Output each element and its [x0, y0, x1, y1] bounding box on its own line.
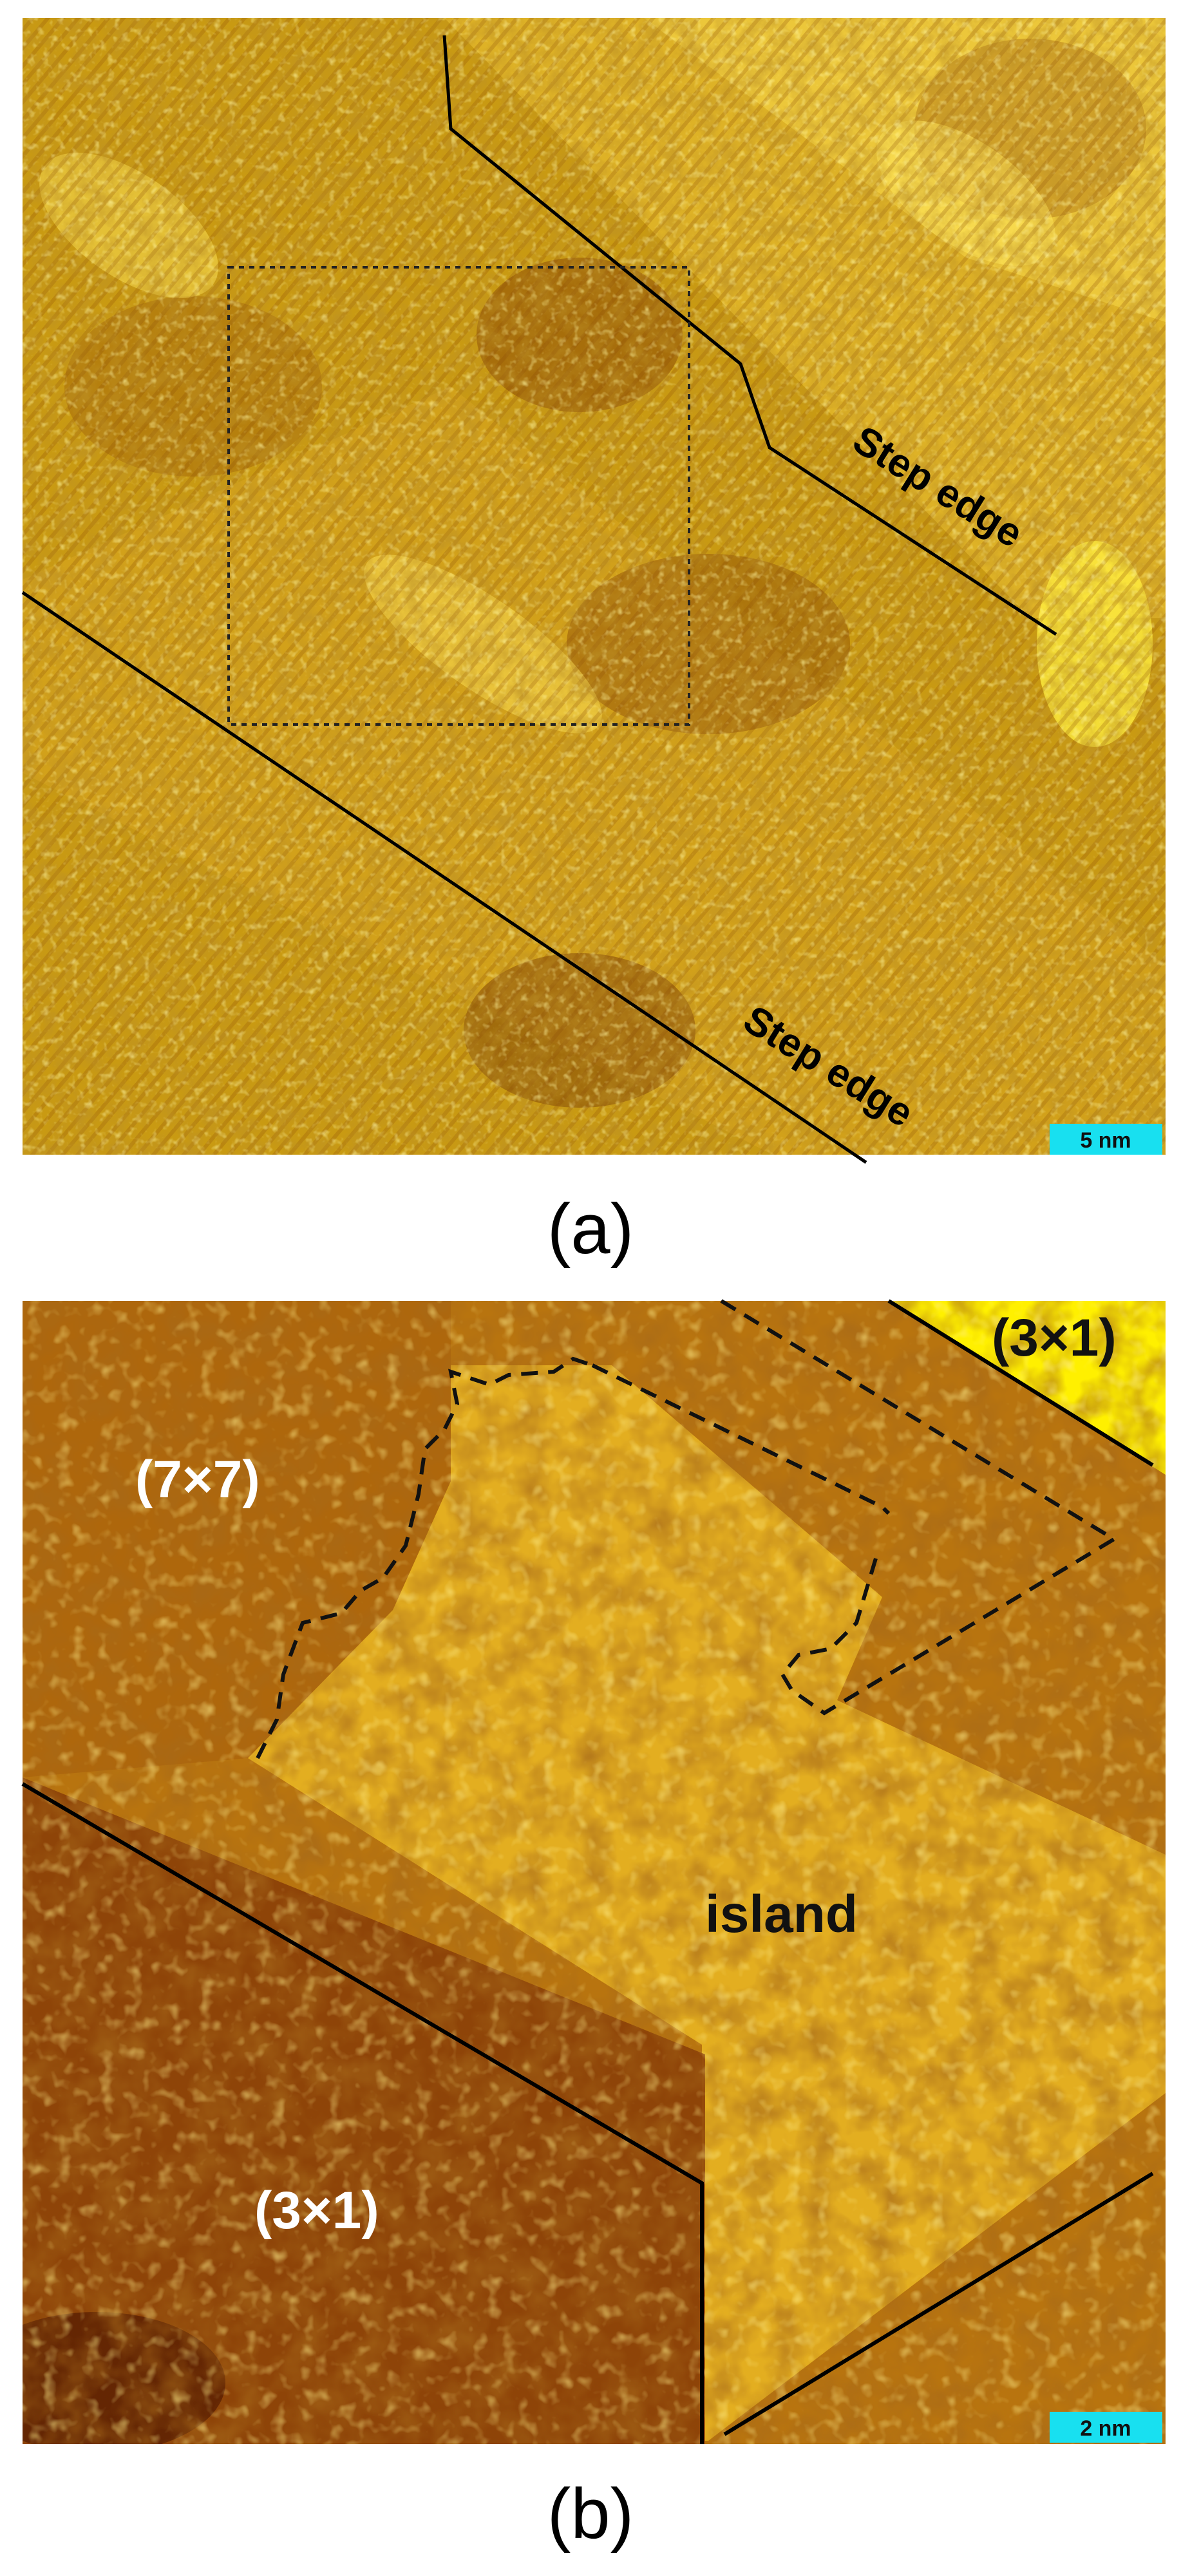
label-island: island: [705, 1885, 858, 1944]
label-3x1-bottom-left: (3×1): [254, 2181, 379, 2240]
step-line-top-right: [887, 1299, 1154, 1467]
scale-bar-b-label: 2 nm: [1080, 2416, 1131, 2441]
zoom-region-box: [227, 266, 690, 726]
step-edge-line-lower: [21, 591, 867, 1164]
panel-a-image: Step edge Step edge 5 nm: [21, 18, 1166, 1164]
label-3x1-top-right: (3×1): [992, 1309, 1117, 1367]
panel-b-image: (3×1) (7×7) island (3×1) 2 nm: [21, 1299, 1166, 2444]
island-boundary-right: [720, 1299, 1118, 1716]
island-boundary-top: [591, 1363, 891, 1515]
panel-a-caption: (a): [547, 1189, 634, 1269]
step-edge-line-upper: [442, 35, 1057, 636]
step-line-lower-right: [723, 2172, 1154, 2436]
label-7x7: (7×7): [135, 1450, 260, 1509]
scale-bar-a: [1050, 1124, 1162, 1155]
step-line-lower-left: [21, 1782, 704, 2444]
panel-b-caption: (b): [547, 2474, 634, 2553]
scale-bar-a-label: 5 nm: [1080, 1128, 1131, 1153]
island-boundary-left: [256, 1356, 593, 1759]
scale-bar-b: [1050, 2412, 1162, 2443]
